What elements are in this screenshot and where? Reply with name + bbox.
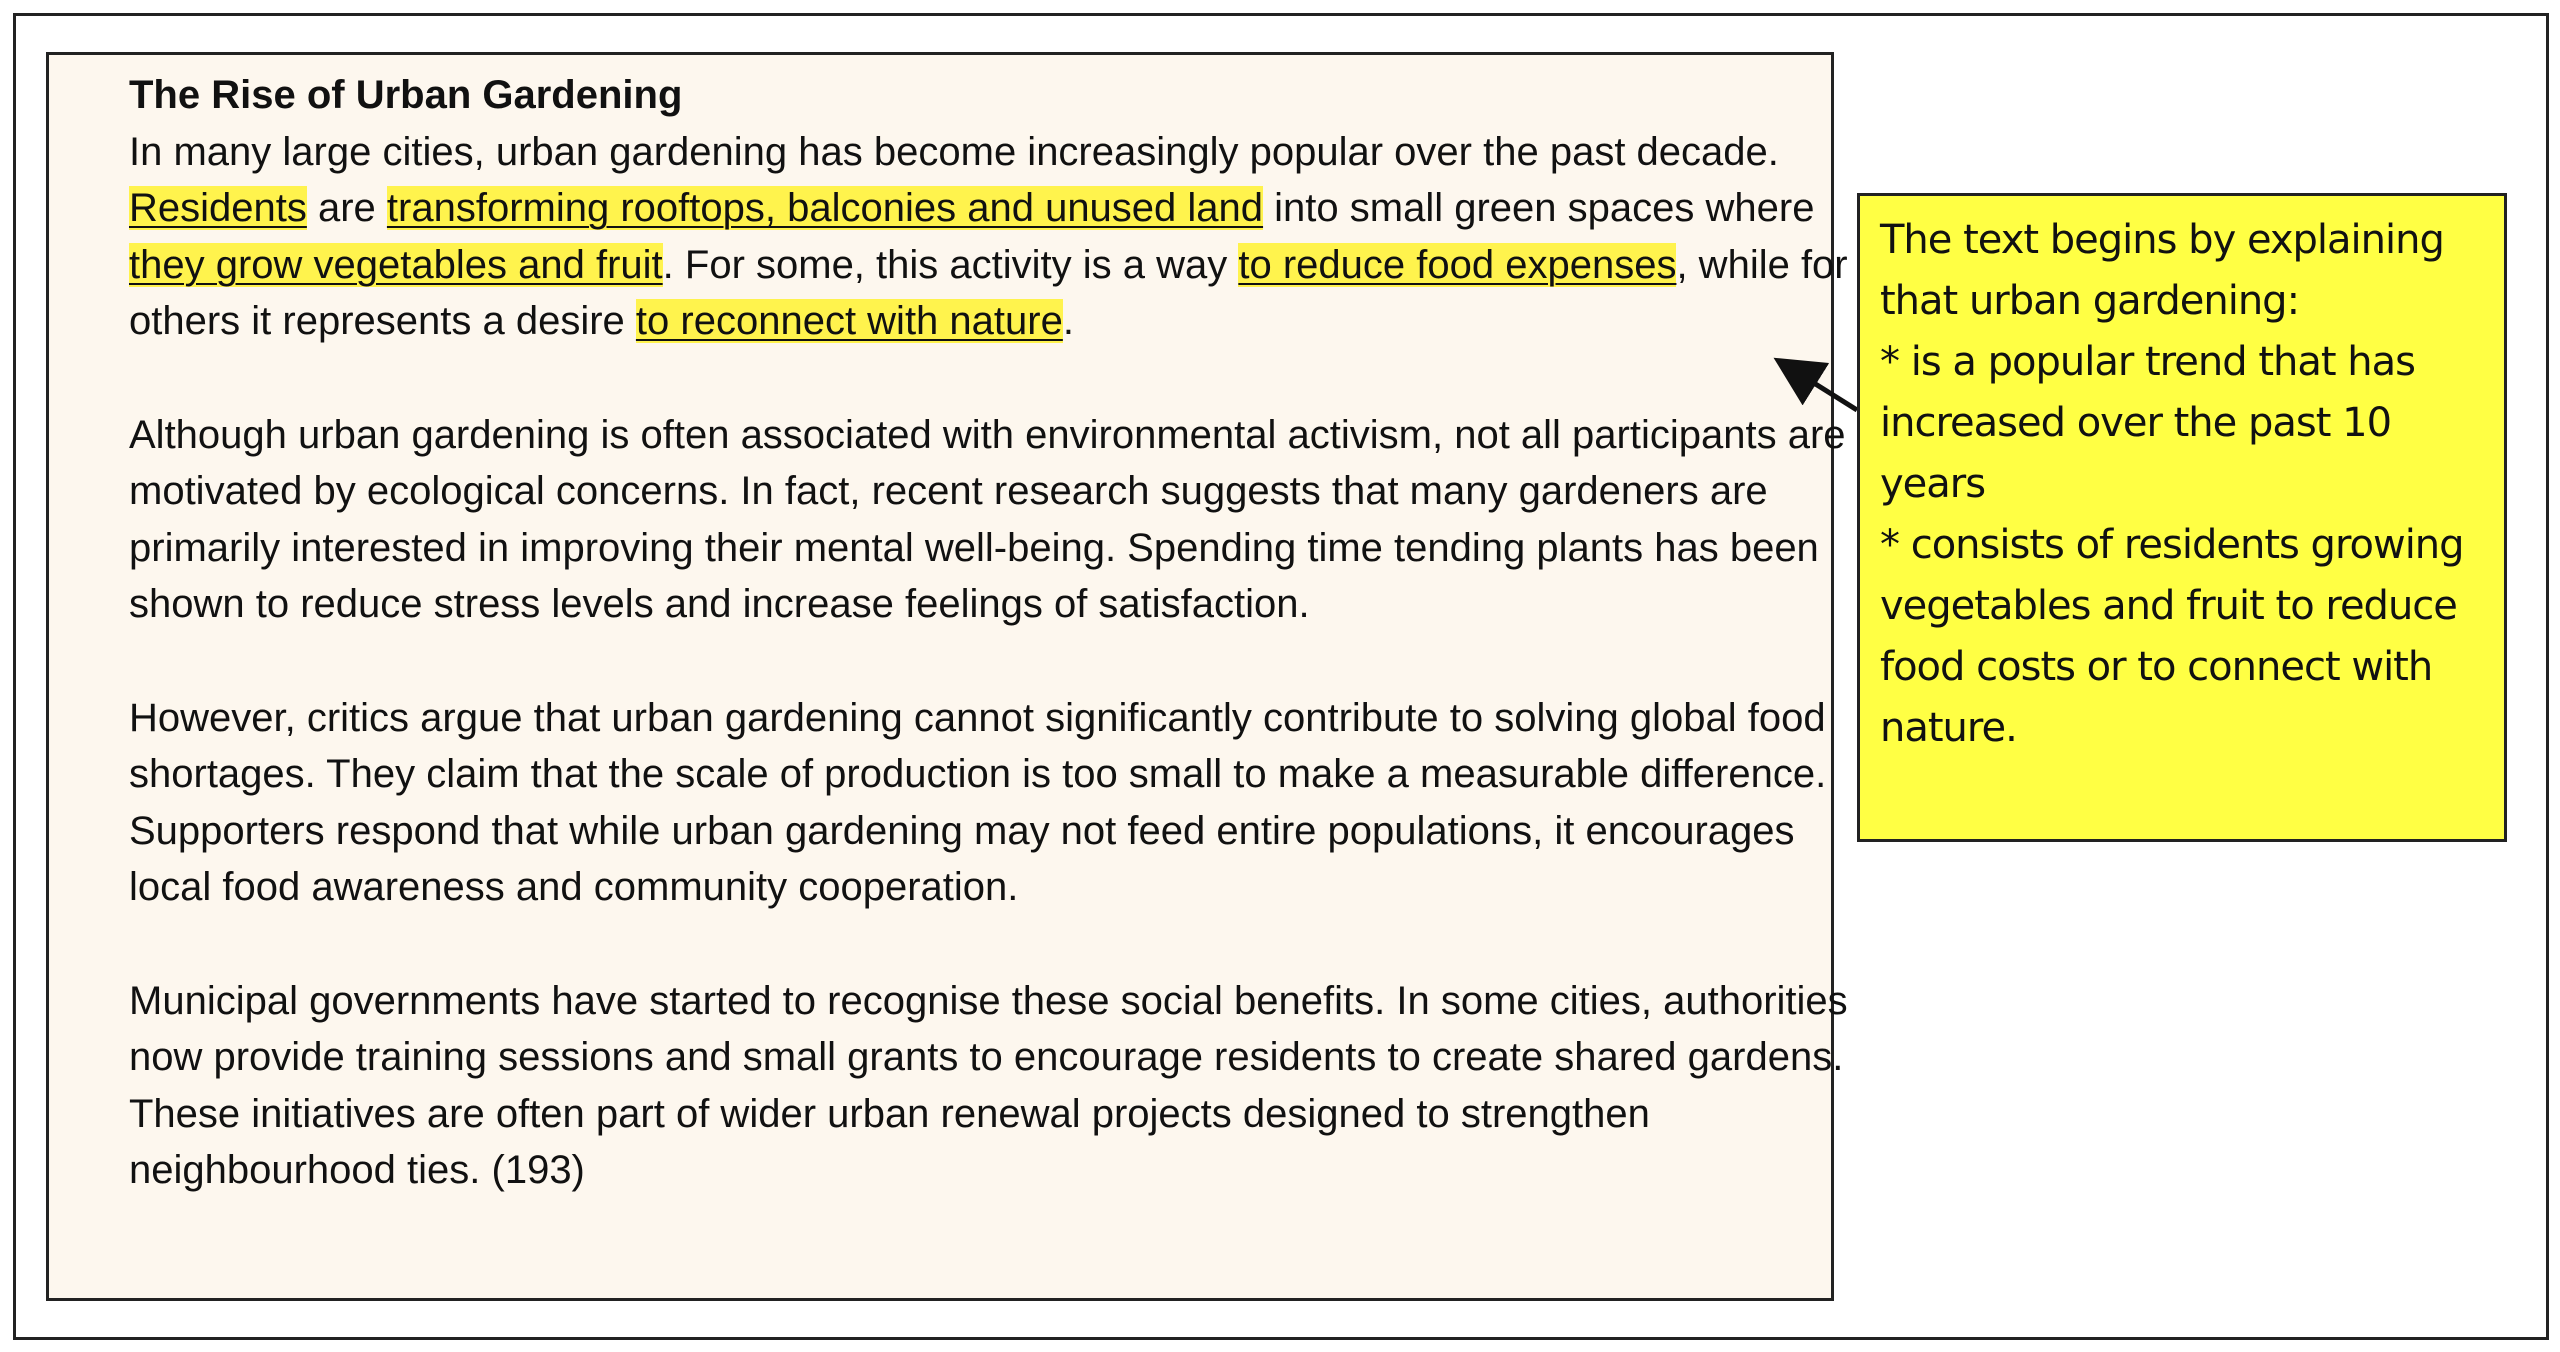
paragraph: Although urban gardening is often associ…	[129, 407, 1849, 633]
text-segment: are	[306, 186, 387, 231]
paragraph: Municipal governments have started to re…	[129, 973, 1849, 1199]
highlighted-text: Residents	[129, 186, 307, 231]
highlighted-text: transforming rooftops, balconies and unu…	[386, 186, 1264, 231]
text-box: The Rise of Urban Gardening In many larg…	[46, 52, 1848, 1301]
paragraphs: In many large cities, urban gardening ha…	[129, 124, 1849, 1199]
highlighted-text: they grow vegetables and fruit	[129, 242, 663, 287]
note-line: * consists of residents growing vegetabl…	[1880, 522, 2465, 751]
text-content: The Rise of Urban Gardening In many larg…	[129, 67, 1849, 1255]
note-line: * is a popular trend that has increased …	[1880, 339, 2416, 507]
highlighted-text: to reconnect with nature	[635, 299, 1063, 344]
outer-frame	[13, 13, 2549, 1340]
text-segment: In many large cities, urban gardening ha…	[129, 129, 1779, 174]
paragraph: However, critics argue that urban garden…	[129, 690, 1849, 916]
text-segment: . For some, this activity is a way	[662, 242, 1239, 287]
arrow	[1773, 357, 1859, 413]
text-segment: into small green spaces where	[1263, 186, 1815, 231]
text-segment: Although urban gardening is often associ…	[129, 412, 1846, 627]
text-segment: However, critics argue that urban garden…	[129, 695, 1827, 910]
text-segment: , while for others it represents a desir…	[129, 242, 1848, 344]
text-segment: .	[1062, 299, 1074, 344]
highlighted-text: to reduce food expenses	[1238, 242, 1677, 287]
paragraph: In many large cities, urban gardening ha…	[129, 124, 1849, 350]
annotation-note: The text begins by explaining that urban…	[1857, 193, 2507, 842]
title: The Rise of Urban Gardening	[129, 73, 683, 117]
text-segment: Municipal governments have started to re…	[129, 978, 1848, 1193]
note-line: The text begins by explaining that urban…	[1880, 217, 2445, 324]
